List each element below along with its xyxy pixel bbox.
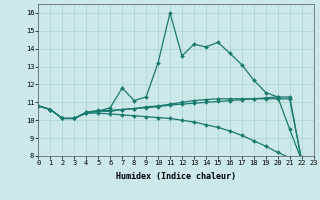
X-axis label: Humidex (Indice chaleur): Humidex (Indice chaleur) bbox=[116, 172, 236, 181]
